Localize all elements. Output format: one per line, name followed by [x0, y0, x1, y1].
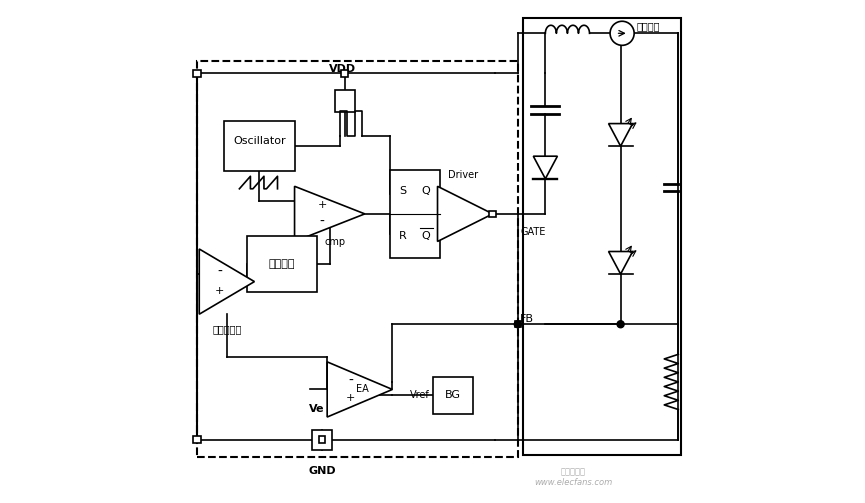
Text: GND: GND	[308, 466, 336, 476]
Bar	[196, 61, 518, 457]
Text: Q: Q	[421, 186, 431, 196]
Text: Q: Q	[421, 231, 431, 241]
Text: Ve: Ve	[310, 404, 325, 414]
Text: +: +	[317, 200, 327, 210]
Polygon shape	[327, 362, 393, 417]
Text: 电流放大器: 电流放大器	[212, 324, 241, 334]
Text: +: +	[346, 393, 356, 403]
Polygon shape	[438, 186, 493, 241]
Bar	[193, 436, 201, 443]
Bar	[224, 121, 295, 171]
Text: Vref: Vref	[410, 390, 430, 400]
Bar	[319, 436, 325, 443]
Bar	[432, 377, 472, 414]
Polygon shape	[199, 249, 254, 314]
Bar	[522, 18, 681, 455]
Polygon shape	[534, 156, 557, 179]
Bar	[390, 170, 440, 258]
Text: S: S	[399, 186, 406, 196]
Text: cmp: cmp	[324, 237, 345, 247]
Text: BG: BG	[445, 390, 460, 400]
Text: Driver: Driver	[447, 170, 477, 180]
Text: -: -	[217, 265, 221, 279]
Polygon shape	[609, 124, 632, 146]
Bar	[490, 211, 496, 217]
Text: -: -	[320, 214, 324, 228]
Text: +: +	[215, 286, 224, 296]
Bar	[247, 236, 317, 292]
Text: FB: FB	[520, 314, 535, 324]
Circle shape	[610, 21, 634, 45]
Bar	[312, 430, 332, 450]
Bar	[193, 70, 201, 77]
Bar	[515, 321, 521, 327]
Bar	[342, 70, 348, 76]
Text: 补偿网络: 补偿网络	[269, 259, 295, 269]
Text: EA: EA	[356, 384, 368, 394]
Circle shape	[515, 321, 522, 328]
Text: Oscillator: Oscillator	[234, 136, 285, 146]
Text: 电子发烧友
www.elecfans.com: 电子发烧友 www.elecfans.com	[534, 467, 612, 487]
Bar	[335, 90, 355, 112]
Text: -: -	[349, 373, 353, 387]
Text: 电流检测: 电流检测	[637, 21, 660, 31]
Circle shape	[617, 321, 625, 328]
Text: R: R	[399, 231, 407, 241]
Text: GATE: GATE	[520, 227, 546, 237]
Polygon shape	[295, 186, 365, 241]
Polygon shape	[609, 252, 632, 274]
Text: VDD: VDD	[329, 64, 356, 74]
